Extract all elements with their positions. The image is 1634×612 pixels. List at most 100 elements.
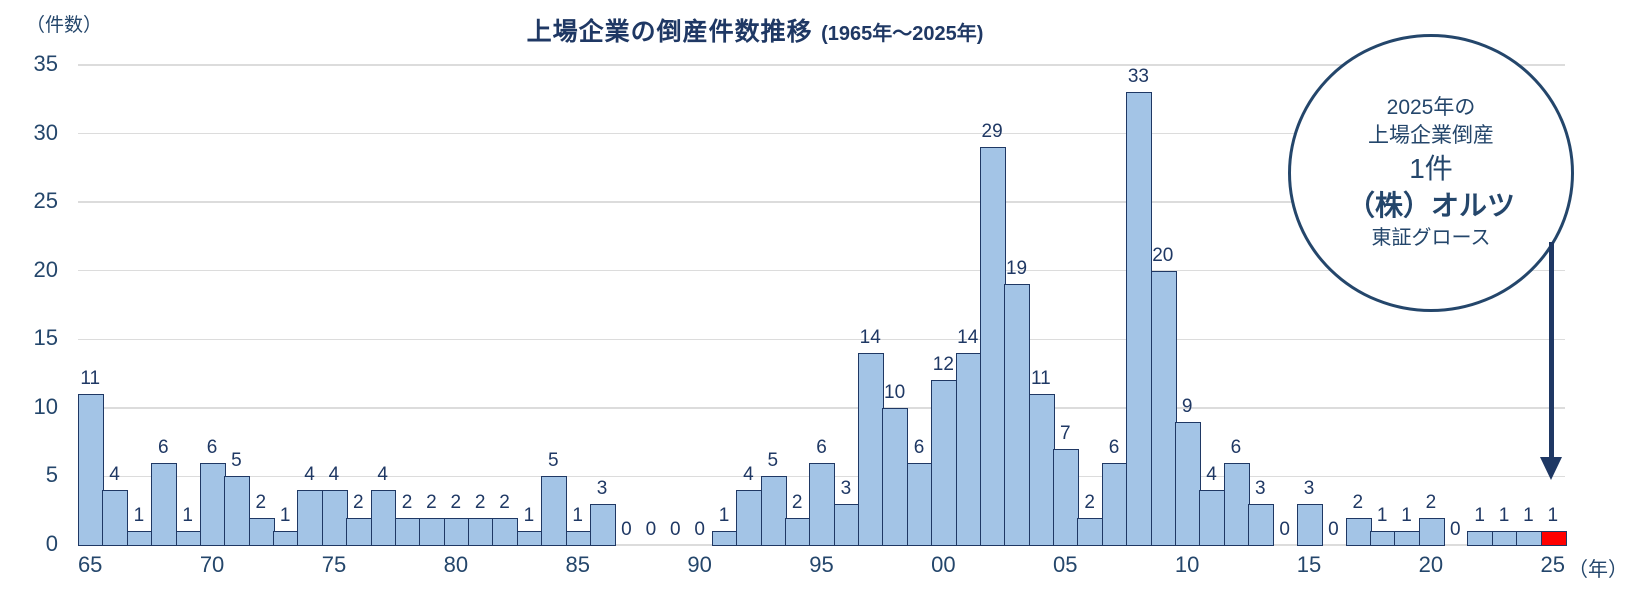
bar (1223, 462, 1250, 546)
bar (833, 503, 860, 546)
highlight-annotation-circle: 2025年の 上場企業倒産 1件 （株）オルツ 東証グロース (1288, 34, 1574, 312)
bar (419, 517, 446, 546)
bar (346, 517, 373, 546)
gridline (78, 132, 1565, 135)
bar-value-label: 6 (1230, 436, 1242, 458)
bar-value-label: 14 (957, 327, 979, 348)
x-axis-tick-label: 20 (1418, 552, 1444, 577)
x-axis-tick-label: 75 (321, 552, 347, 577)
bar (1369, 531, 1396, 546)
x-axis-tick-label: 15 (1296, 552, 1322, 577)
bar-value-label: 2 (353, 491, 364, 513)
arrow-line (1549, 242, 1554, 458)
gridline (78, 338, 1565, 341)
bar (882, 407, 909, 546)
x-axis-tick-label: 85 (565, 552, 590, 577)
y-axis-tick-label: 30 (33, 119, 58, 145)
bar-value-label: 6 (1108, 436, 1120, 458)
bar (151, 462, 178, 546)
bar-value-label: 20 (1152, 244, 1174, 266)
bar-value-label: 5 (231, 450, 242, 472)
bar-value-label: 4 (109, 464, 120, 486)
bar-value-label: 1 (1547, 505, 1559, 527)
annotation-year-line: 2025年の (1386, 95, 1476, 119)
bar (102, 490, 129, 546)
bar-value-label: 3 (1303, 477, 1315, 499)
bar-value-label: 0 (694, 519, 705, 540)
bar (1248, 503, 1275, 546)
gridline (78, 407, 1565, 409)
bar-value-label: 1 (1376, 505, 1388, 527)
bar-value-label: 1 (523, 505, 535, 527)
bar (321, 490, 348, 546)
bar (1296, 503, 1323, 546)
bar (1394, 531, 1421, 546)
bar-value-label: 4 (743, 464, 754, 486)
y-axis-unit-label: （件数） (26, 15, 103, 36)
x-axis-tick-label: 70 (199, 552, 225, 577)
bar-value-label: 3 (840, 477, 852, 499)
gridline (78, 201, 1565, 203)
bar-value-label: 1 (1401, 505, 1412, 527)
bar (565, 531, 592, 546)
bar-value-label: 4 (328, 464, 340, 486)
arrow-head-icon (1540, 457, 1562, 480)
bar-value-label: 2 (255, 491, 267, 513)
y-axis-tick-label: 35 (33, 51, 58, 76)
bar (224, 476, 251, 546)
bar-value-label: 3 (596, 477, 608, 499)
bar (1150, 270, 1177, 546)
chart-title-main: 上場企業の倒産件数推移 (526, 18, 813, 46)
bar-value-label: 2 (450, 491, 462, 513)
bar-value-label: 6 (816, 436, 827, 458)
annotation-subject-line: 上場企業倒産 (1368, 123, 1494, 147)
y-axis-tick-label: 20 (33, 256, 58, 282)
bar-value-label: 11 (80, 368, 101, 390)
x-axis-unit-label: （年） (1568, 559, 1628, 581)
bar-value-label: 4 (1206, 464, 1217, 486)
bar (955, 353, 982, 546)
bar (1053, 449, 1080, 546)
bar-value-label: 0 (1279, 519, 1290, 540)
gridline (78, 269, 1565, 272)
bar (443, 517, 470, 546)
bar-value-label: 12 (932, 354, 954, 376)
bar-value-label: 7 (1059, 423, 1071, 444)
y-axis-tick-label: 10 (33, 393, 58, 419)
bar-value-label: 0 (1328, 519, 1339, 540)
bar-value-label: 0 (645, 519, 657, 540)
bar (516, 531, 543, 546)
x-axis-tick-label: 80 (443, 552, 469, 577)
bar (1418, 517, 1445, 546)
bar (492, 517, 519, 546)
bar-value-label: 19 (1005, 258, 1028, 280)
bar-value-label: 0 (621, 519, 632, 540)
bar-value-label: 2 (426, 491, 437, 513)
y-axis-tick-label: 0 (45, 531, 58, 556)
bar (1077, 517, 1104, 546)
bar-value-label: 29 (981, 121, 1003, 143)
x-axis-tick-label: 10 (1174, 552, 1200, 577)
annotation-company-line: （株）オルツ (1346, 190, 1515, 222)
annotation-market-line: 東証グロース (1371, 227, 1491, 250)
bar-value-label: 1 (279, 505, 291, 527)
bar-value-label: 1 (718, 505, 730, 527)
bar-value-label: 2 (1352, 491, 1364, 513)
bar-value-label: 5 (767, 450, 779, 472)
bar-value-label: 6 (913, 436, 925, 458)
bar-value-label: 1 (1474, 505, 1485, 527)
y-axis-tick-label: 15 (33, 325, 58, 351)
bar (1516, 531, 1543, 546)
bar (126, 531, 153, 546)
bar (541, 476, 568, 546)
chart-title: 上場企業の倒産件数推移 (1965年～2025年) (100, 12, 1410, 48)
bar (736, 490, 763, 546)
bar-value-label: 1 (182, 505, 193, 527)
bar (297, 490, 324, 546)
bar (1028, 394, 1055, 546)
bar (1491, 531, 1518, 546)
bar-value-label: 4 (377, 464, 388, 486)
bar-value-label: 6 (206, 436, 218, 458)
bar-value-label: 0 (1450, 519, 1461, 540)
bar-value-label: 4 (304, 464, 315, 486)
